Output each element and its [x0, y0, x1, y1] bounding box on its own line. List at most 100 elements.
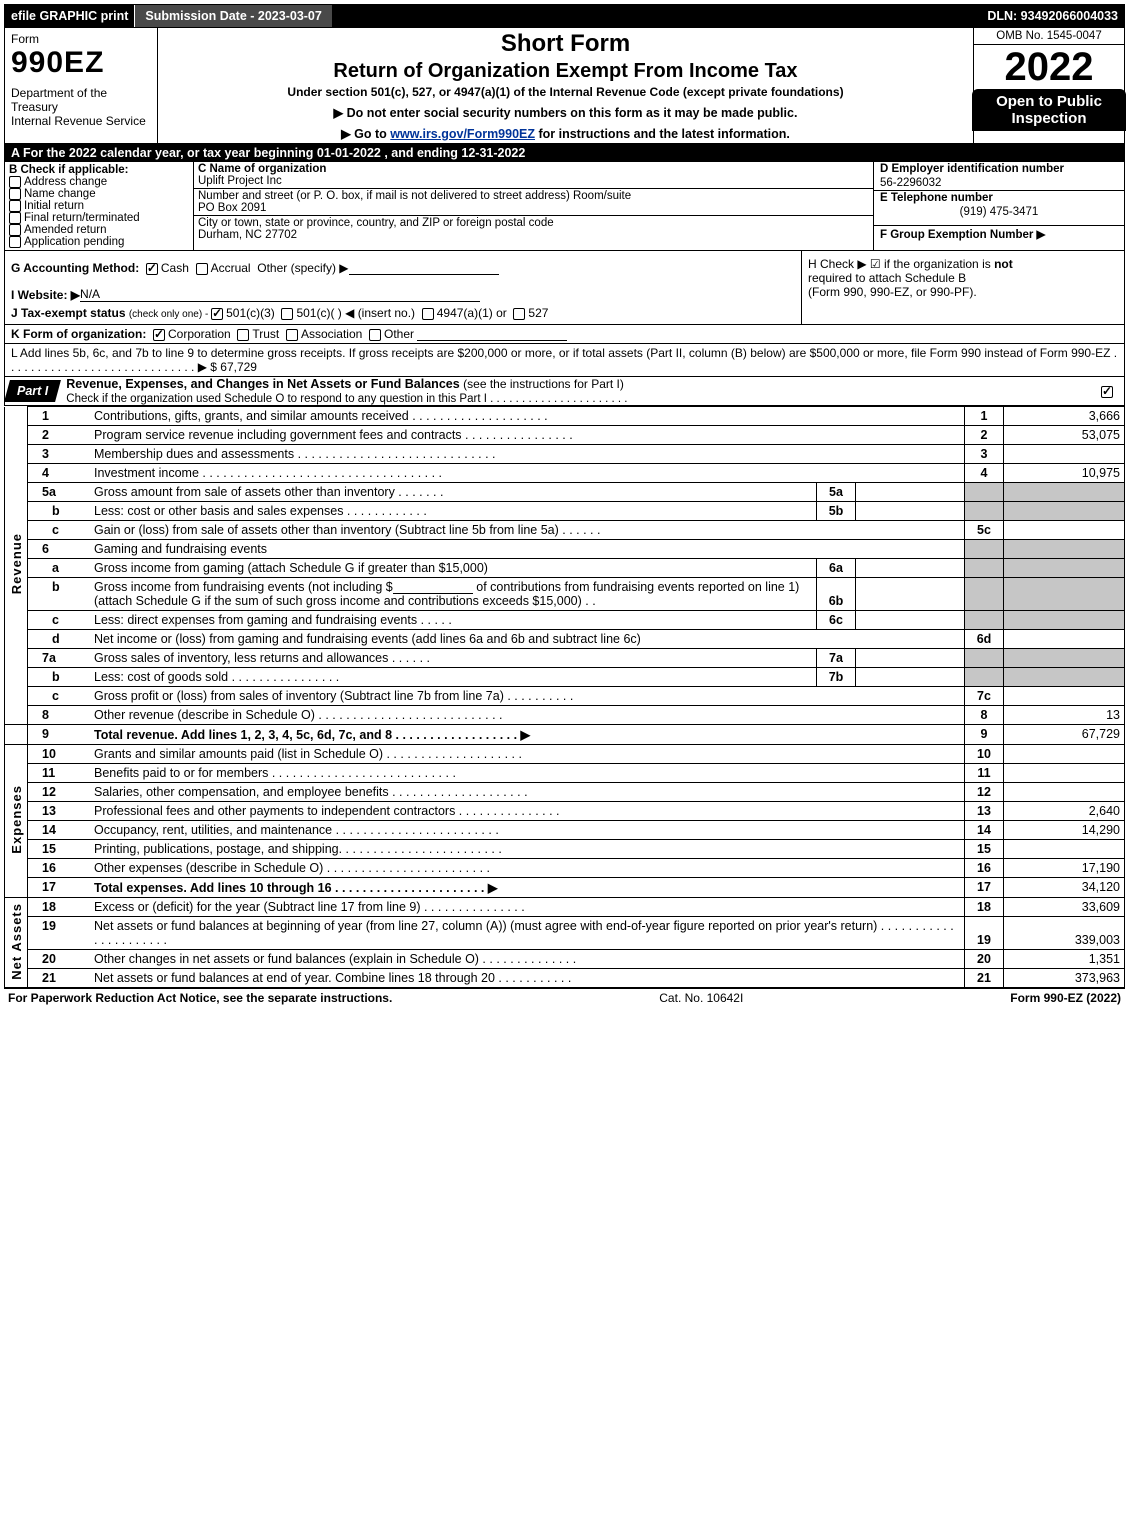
line-5a-desc: Gross amount from sale of assets other t… [90, 483, 817, 502]
line-10-desc: Grants and similar amounts paid (list in… [90, 745, 965, 764]
paperwork-notice: For Paperwork Reduction Act Notice, see … [8, 991, 392, 1005]
top-bar: efile GRAPHIC print Submission Date - 20… [4, 4, 1125, 28]
block-g-h-i-j: G Accounting Method: Cash Accrual Other … [4, 251, 1125, 325]
line-18-desc: Excess or (deficit) for the year (Subtra… [90, 898, 965, 917]
page-footer: For Paperwork Reduction Act Notice, see … [4, 988, 1125, 1007]
501c3-checkbox[interactable] [211, 308, 223, 320]
form-number: 990EZ [11, 46, 151, 80]
4947a1-checkbox[interactable] [422, 308, 434, 320]
address-change-label: Address change [24, 176, 107, 188]
line-4-desc: Investment income . . . . . . . . . . . … [90, 464, 965, 483]
line-5c-amount [1004, 521, 1125, 540]
line-5b-desc: Less: cost or other basis and sales expe… [90, 502, 817, 521]
column-d-e-f: D Employer identification number 56-2296… [874, 162, 1124, 250]
line-13-amount: 2,640 [1004, 802, 1125, 821]
amended-return-label: Amended return [24, 224, 106, 236]
line-6b-desc: Gross income from fundraising events (no… [90, 578, 817, 611]
line-8-amount: 13 [1004, 706, 1125, 725]
line-19-amount: 339,003 [1004, 917, 1125, 950]
part-1-title: Revenue, Expenses, and Changes in Net As… [66, 377, 463, 391]
line-6b-box [856, 578, 965, 611]
column-b-checkboxes: B Check if applicable: Address change Na… [5, 162, 194, 250]
part-1-header: Part I Revenue, Expenses, and Changes in… [4, 377, 1125, 406]
line-7a-desc: Gross sales of inventory, less returns a… [90, 649, 817, 668]
501c-checkbox[interactable] [281, 308, 293, 320]
goto-instructions: ▶ Go to www.irs.gov/Form990EZ for instru… [164, 126, 967, 141]
line-13-desc: Professional fees and other payments to … [90, 802, 965, 821]
addr-label: Number and street (or P. O. box, if mail… [198, 190, 869, 202]
schedule-o-checkbox[interactable] [1101, 386, 1113, 398]
block-b-to-f: B Check if applicable: Address change Na… [4, 162, 1125, 251]
efile-print-button[interactable]: efile GRAPHIC print [5, 5, 134, 27]
association-checkbox[interactable] [286, 329, 298, 341]
line-10-amount [1004, 745, 1125, 764]
tax-year: 2022 [1005, 45, 1094, 87]
line-6-desc: Gaming and fundraising events [90, 540, 965, 559]
line-3-desc: Membership dues and assessments . . . . … [90, 445, 965, 464]
line-k-form-of-org: K Form of organization: Corporation Trus… [4, 325, 1125, 344]
org-city: Durham, NC 27702 [198, 229, 869, 241]
line-5c-desc: Gain or (loss) from sale of assets other… [90, 521, 965, 540]
revenue-section-label: Revenue [9, 533, 24, 594]
under-section-text: Under section 501(c), 527, or 4947(a)(1)… [164, 85, 967, 99]
org-street: PO Box 2091 [198, 202, 869, 214]
final-return-checkbox[interactable] [9, 212, 21, 224]
form-label: Form [11, 32, 151, 46]
line-1-desc: Contributions, gifts, grants, and simila… [90, 407, 965, 426]
part-1-table: Revenue 1 Contributions, gifts, grants, … [4, 406, 1125, 988]
b-label: B Check if applicable: [9, 164, 189, 176]
main-title: Return of Organization Exempt From Incom… [164, 60, 967, 83]
527-checkbox[interactable] [513, 308, 525, 320]
line-15-desc: Printing, publications, postage, and shi… [90, 840, 965, 859]
line-h-schedule-b: H Check ▶ ☑ if the organization is not r… [801, 251, 1124, 324]
trust-checkbox[interactable] [237, 329, 249, 341]
open-to-public: Open to Public Inspection [972, 89, 1126, 131]
line-1-amount: 3,666 [1004, 407, 1125, 426]
schedule-o-check-text: Check if the organization used Schedule … [66, 393, 627, 405]
ein-value: 56-2296032 [874, 176, 1124, 190]
line-15-amount [1004, 840, 1125, 859]
line-18-amount: 33,609 [1004, 898, 1125, 917]
amended-return-checkbox[interactable] [9, 224, 21, 236]
column-c-org-info: C Name of organization Uplift Project In… [194, 162, 874, 250]
application-pending-label: Application pending [24, 236, 124, 248]
cash-checkbox[interactable] [146, 263, 158, 275]
ssn-warning: ▶ Do not enter social security numbers o… [164, 105, 967, 120]
line-7c-desc: Gross profit or (loss) from sales of inv… [90, 687, 965, 706]
expenses-section-label: Expenses [9, 785, 24, 854]
omb-number: OMB No. 1545-0047 [974, 28, 1124, 45]
line-6c-box [856, 611, 965, 630]
line-g-accounting: G Accounting Method: Cash Accrual Other … [11, 261, 795, 275]
corporation-checkbox[interactable] [153, 329, 165, 341]
line-7c-amount [1004, 687, 1125, 706]
line-7a-box [856, 649, 965, 668]
e-label: E Telephone number [874, 190, 1124, 205]
line-14-desc: Occupancy, rent, utilities, and maintena… [90, 821, 965, 840]
name-change-label: Name change [24, 188, 96, 200]
initial-return-label: Initial return [24, 200, 84, 212]
initial-return-checkbox[interactable] [9, 200, 21, 212]
d-label: D Employer identification number [874, 162, 1124, 176]
line-21-desc: Net assets or fund balances at end of ye… [90, 969, 965, 988]
line-11-amount [1004, 764, 1125, 783]
f-label: F Group Exemption Number ▶ [874, 225, 1124, 242]
line-17-desc: Total expenses. Add lines 10 through 16 … [90, 878, 965, 898]
short-form-title: Short Form [164, 30, 967, 58]
line-19-desc: Net assets or fund balances at beginning… [90, 917, 965, 950]
part-1-tag: Part I [17, 384, 48, 398]
application-pending-checkbox[interactable] [9, 236, 21, 248]
line-5b-box [856, 502, 965, 521]
line-2-desc: Program service revenue including govern… [90, 426, 965, 445]
irs-link[interactable]: www.irs.gov/Form990EZ [390, 127, 535, 141]
line-16-amount: 17,190 [1004, 859, 1125, 878]
accrual-checkbox[interactable] [196, 263, 208, 275]
line-6d-amount [1004, 630, 1125, 649]
city-label: City or town, state or province, country… [198, 217, 869, 229]
irs-label: Internal Revenue Service [11, 114, 151, 128]
name-change-checkbox[interactable] [9, 188, 21, 200]
address-change-checkbox[interactable] [9, 176, 21, 188]
other-checkbox[interactable] [369, 329, 381, 341]
line-20-amount: 1,351 [1004, 950, 1125, 969]
line-12-amount [1004, 783, 1125, 802]
phone-value: (919) 475-3471 [874, 205, 1124, 219]
